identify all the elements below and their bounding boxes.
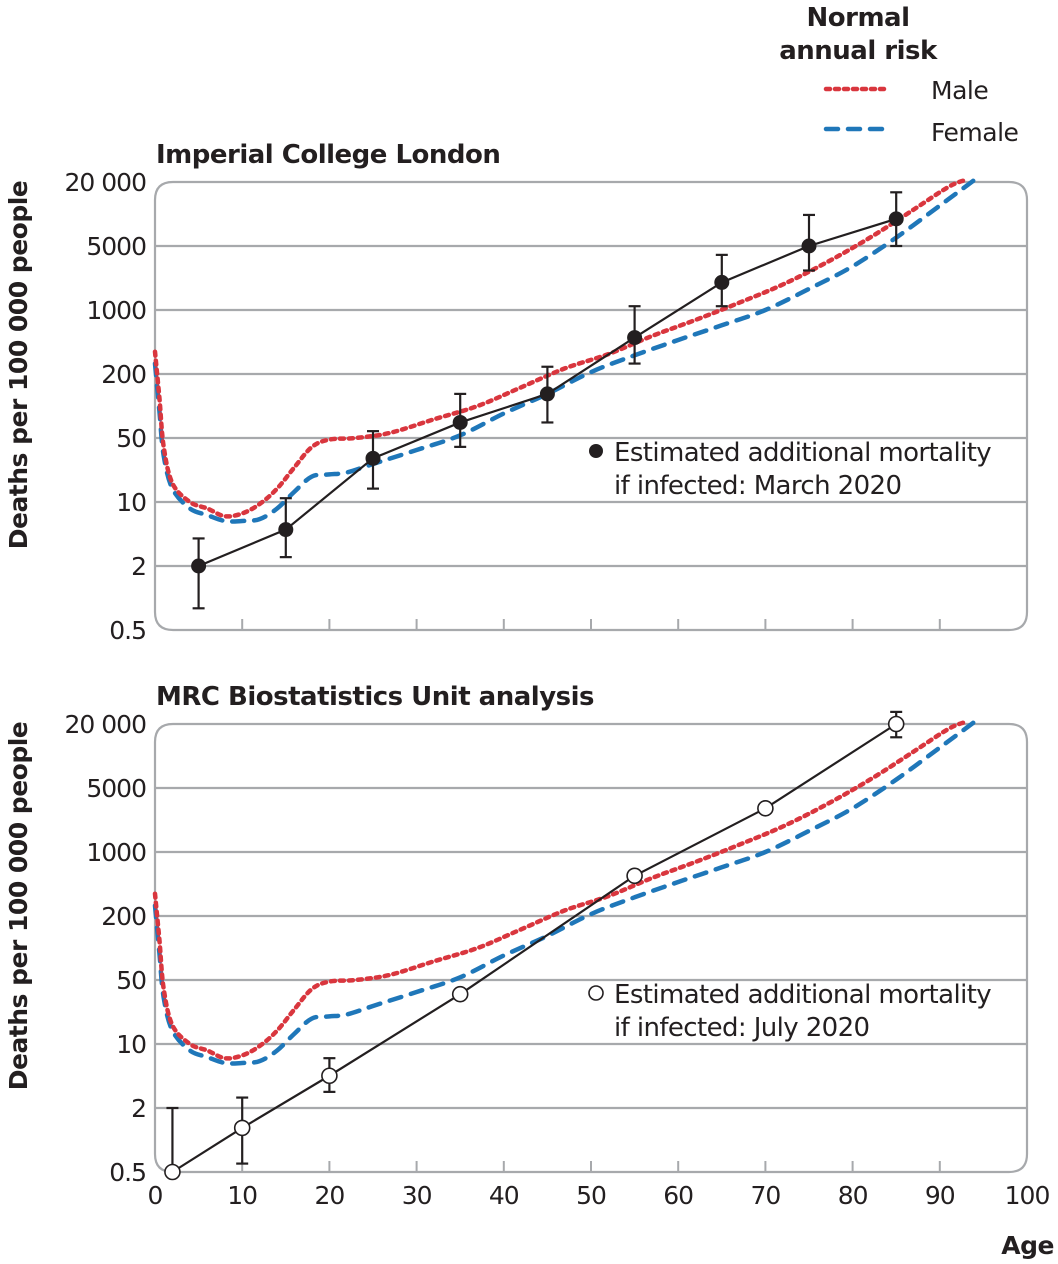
data-point [365, 450, 381, 466]
y-axis-title-top: Deaths per 100 000 people [4, 181, 33, 550]
series-female-line [152, 719, 977, 1066]
data-point [164, 1163, 181, 1181]
legend-title-line1: Normal [807, 3, 910, 33]
data-point [452, 414, 468, 430]
annotation-july-line2: if infected: July 2020 [614, 1013, 870, 1043]
x-tick-label: 50 [576, 1181, 606, 1210]
x-tick-label: 0 [148, 1181, 163, 1210]
y-tick-label: 1000 [86, 296, 146, 325]
error-bar [166, 1106, 179, 1172]
data-point [451, 985, 469, 1003]
legend-title-line2: annual risk [779, 36, 938, 66]
data-point [233, 1119, 251, 1137]
annotation-july: Estimated additional mortality if infect… [588, 980, 992, 1043]
legend-male-label: Male [931, 76, 988, 105]
y-tick-label: 50 [116, 966, 146, 995]
data-point [887, 715, 905, 733]
x-axis-title: Age [1001, 1231, 1054, 1260]
legend-open-marker [588, 985, 604, 1001]
y-tick-label: 0.5 [109, 616, 146, 645]
panel-title-mrc: MRC Biostatistics Unit analysis [156, 682, 594, 712]
panel-title-imperial: Imperial College London [156, 140, 500, 170]
plot-frame [153, 180, 1029, 632]
data-point [321, 1067, 338, 1085]
plot-frame [153, 722, 1029, 1174]
y-tick-label: 2 [131, 1094, 146, 1123]
x-tick-label: 70 [750, 1181, 780, 1210]
x-tick-label: 10 [227, 1181, 257, 1210]
y-tick-label: 10 [116, 488, 146, 517]
y-tick-label: 2 [131, 552, 146, 581]
data-point [278, 522, 294, 538]
annotation-march-line1: Estimated additional mortality [614, 438, 991, 468]
series-male-line [152, 719, 969, 1061]
data-point [627, 330, 643, 346]
annotation-march-line2: if infected: March 2020 [614, 471, 901, 501]
y-tick-label: 5000 [86, 232, 146, 261]
x-tick-label: 40 [489, 1181, 519, 1210]
y-tick-label: 200 [101, 902, 146, 931]
annotation-march: Estimated additional mortality if infect… [589, 438, 992, 501]
x-tick-label: 100 [1005, 1181, 1050, 1210]
panel-mrc: 20 000 5000 1000 200 50 10 2 0.50 10 20 30 40 50 60 70… [65, 710, 1051, 1210]
x-tick-label: 30 [402, 1181, 432, 1210]
y-tick-label: 50 [116, 424, 146, 453]
series-estimate-line [171, 723, 897, 1173]
y-tick-label: 20 000 [65, 168, 147, 197]
data-point [801, 238, 817, 254]
y-tick-label: 5000 [86, 774, 146, 803]
panel-imperial: 20 000 5000 1000 200 50 10 2 0.5 [65, 168, 1029, 645]
data-point [757, 800, 774, 817]
y-tick-label: 200 [101, 360, 146, 389]
data-point [714, 274, 730, 290]
y-tick-label: 20 000 [65, 710, 147, 739]
data-point [888, 211, 904, 227]
x-tick-label: 80 [838, 1181, 868, 1210]
x-tick-label: 20 [314, 1181, 344, 1210]
legend: Normal annual risk Male Female [779, 3, 1019, 147]
y-tick-label: 10 [116, 1030, 146, 1059]
data-point [191, 558, 207, 574]
y-tick-label: 0.5 [109, 1158, 146, 1187]
legend-filled-marker [589, 444, 603, 458]
data-point [539, 386, 555, 402]
annotation-july-line1: Estimated additional mortality [614, 980, 991, 1010]
x-tick-label: 90 [925, 1181, 955, 1210]
y-tick-label: 1000 [86, 838, 146, 867]
series-male-line [152, 177, 969, 519]
data-point [626, 867, 643, 885]
y-axis-title-bottom: Deaths per 100 000 people [4, 722, 33, 1091]
legend-female-label: Female [931, 118, 1019, 147]
x-tick-label: 60 [663, 1181, 693, 1210]
